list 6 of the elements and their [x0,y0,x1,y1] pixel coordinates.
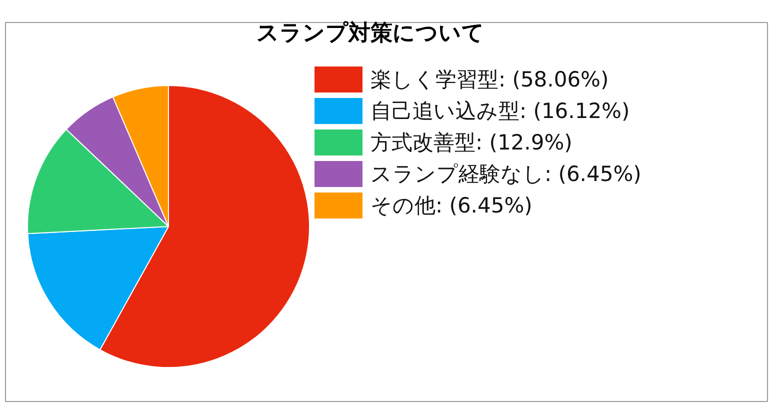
legend-label: 楽しく学習型: (58.06%) [370,68,609,92]
legend-label: その他: (6.45%) [370,194,532,218]
legend-label: 方式改善型: (12.9%) [370,130,572,154]
legend-label: スランプ経験なし: (6.45%) [370,162,642,186]
legend-label: 自己追い込み型: (16.12%) [370,99,630,123]
chart-title: スランプ対策について [256,20,484,46]
